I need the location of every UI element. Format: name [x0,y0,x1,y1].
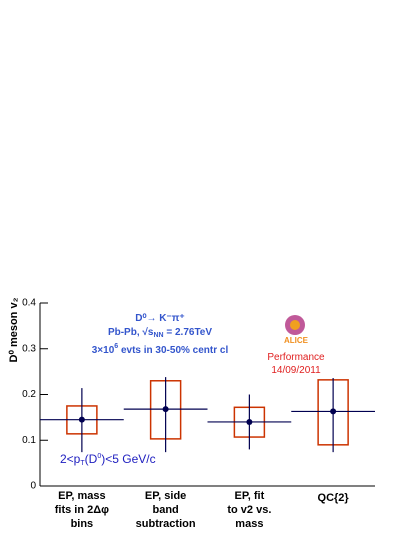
annotation: Pb-Pb, √sNN = 2.76TeV [108,327,212,339]
logo-icon [290,320,300,330]
y-tick-label: 0.3 [22,343,36,354]
x-tick-label: subtraction [136,518,196,530]
x-tick-label: QC{2} [318,492,350,504]
annotation-part: 2<p [60,452,81,466]
logo-text: ALICE [284,336,309,345]
annotation: 2<pT(D0)<5 GeV/c [60,452,156,467]
x-tick-label: to v2 vs. [227,504,271,516]
y-tick-label: 0 [30,481,36,492]
x-tick-label: band [152,504,178,516]
annotation: 14/09/2011 [271,365,321,376]
logo [285,315,305,335]
annotation-part: T [80,460,85,467]
point [246,418,253,425]
annotation-part: evts in 30-50% centr cl [118,345,228,356]
point [78,416,85,423]
annotation-part: 0 [97,453,101,460]
annotation: 3×106 evts in 30-50% centr cl [92,343,229,356]
annotation-part: 6 [114,343,118,350]
annotation: Performance [267,352,325,363]
point [162,406,169,413]
point [330,408,337,415]
annotation-part: NN [153,332,163,339]
annotation-part: Pb-Pb, √s [108,327,154,338]
x-tick-label: EP, fit [234,490,264,502]
x-tick-label: mass [235,518,263,530]
y-tick-label: 0.4 [22,298,36,309]
y-axis-label: D⁰ meson v₂ [8,297,20,362]
y-tick-label: 0.1 [22,435,36,446]
x-tick-label: EP, side [145,490,186,502]
x-tick-label: EP, mass [58,490,106,502]
annotation-part: 3×10 [92,345,115,356]
annotation-part: 14/09/2011 [271,365,321,376]
annotation-part: (D [85,452,98,466]
x-tick-label: bins [71,518,94,530]
annotation-part: D⁰→ K⁻π⁺ [135,313,184,324]
annotation-part: Performance [267,352,325,363]
annotation-part: = 2.76TeV [164,327,213,338]
y-tick-label: 0.2 [22,389,36,400]
annotation: D⁰→ K⁻π⁺ [135,313,184,324]
annotation-part: )<5 GeV/c [101,452,155,466]
x-tick-label: fits in 2Δφ [55,504,109,516]
